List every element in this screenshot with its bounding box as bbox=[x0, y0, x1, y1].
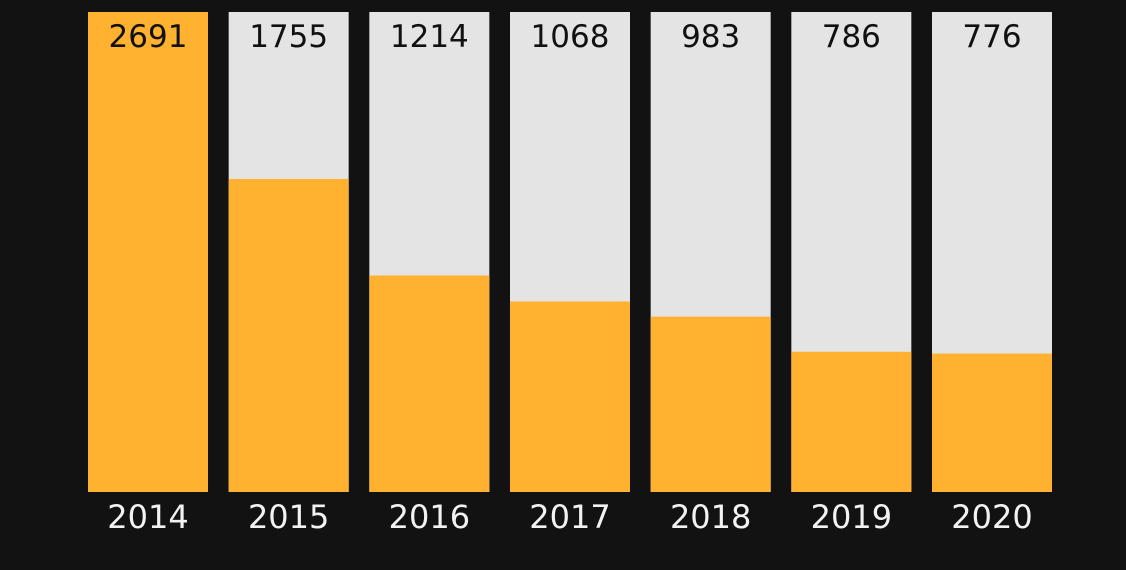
x-tick-label-2018: 2018 bbox=[670, 498, 751, 536]
bar-2014 bbox=[88, 12, 208, 492]
x-tick-label-2020: 2020 bbox=[951, 498, 1032, 536]
bar-2018 bbox=[650, 316, 771, 492]
data-label-2014: 2691 bbox=[109, 19, 188, 55]
x-tick-label-2016: 2016 bbox=[389, 498, 470, 536]
bar-2016 bbox=[369, 275, 490, 492]
data-label-2019: 786 bbox=[822, 19, 881, 55]
data-label-2016: 1214 bbox=[390, 19, 469, 55]
bar-2015 bbox=[228, 178, 349, 492]
x-tick-label-2015: 2015 bbox=[248, 498, 329, 536]
bar-2017 bbox=[510, 301, 630, 492]
x-tick-label-2017: 2017 bbox=[529, 498, 610, 536]
x-tick-label-2014: 2014 bbox=[107, 498, 188, 536]
data-label-2020: 776 bbox=[962, 19, 1021, 55]
x-tick-label-layer: 2014 2015 2016 2017 2018 2019 2020 bbox=[107, 498, 1032, 536]
bar-2019 bbox=[791, 351, 912, 492]
data-label-2015: 1755 bbox=[249, 19, 328, 55]
data-label-2018: 983 bbox=[681, 19, 740, 55]
bar-2020 bbox=[932, 353, 1052, 492]
data-label-layer: 2691 1755 1214 1068 983 786 776 bbox=[109, 19, 1022, 55]
data-label-2017: 1068 bbox=[531, 19, 610, 55]
x-tick-label-2019: 2019 bbox=[811, 498, 892, 536]
bar-layer bbox=[88, 12, 1052, 492]
